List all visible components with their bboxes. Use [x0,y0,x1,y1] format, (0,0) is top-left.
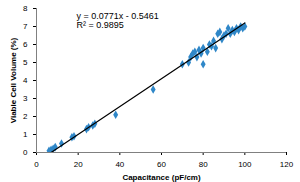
svg-text:60: 60 [157,160,166,169]
svg-text:6: 6 [23,40,28,49]
svg-text:3: 3 [23,94,28,103]
svg-text:Viable Cell Volume (%): Viable Cell Volume (%) [9,37,18,123]
svg-text:100: 100 [238,160,252,169]
svg-text:2: 2 [23,112,28,121]
svg-text:7: 7 [23,22,28,31]
svg-text:80: 80 [199,160,208,169]
svg-text:20: 20 [74,160,83,169]
svg-text:1: 1 [23,130,28,139]
svg-text:0: 0 [34,160,39,169]
svg-text:40: 40 [115,160,124,169]
svg-text:8: 8 [23,4,28,13]
svg-text:5: 5 [23,58,28,67]
svg-text:Capacitance (pF/cm): Capacitance (pF/cm) [122,173,201,182]
svg-text:y = 0.0771x - 0.5461R² = 0.989: y = 0.0771x - 0.5461R² = 0.9895 [77,11,159,30]
svg-text:120: 120 [280,160,294,169]
svg-text:4: 4 [23,76,28,85]
svg-text:0: 0 [23,148,28,157]
